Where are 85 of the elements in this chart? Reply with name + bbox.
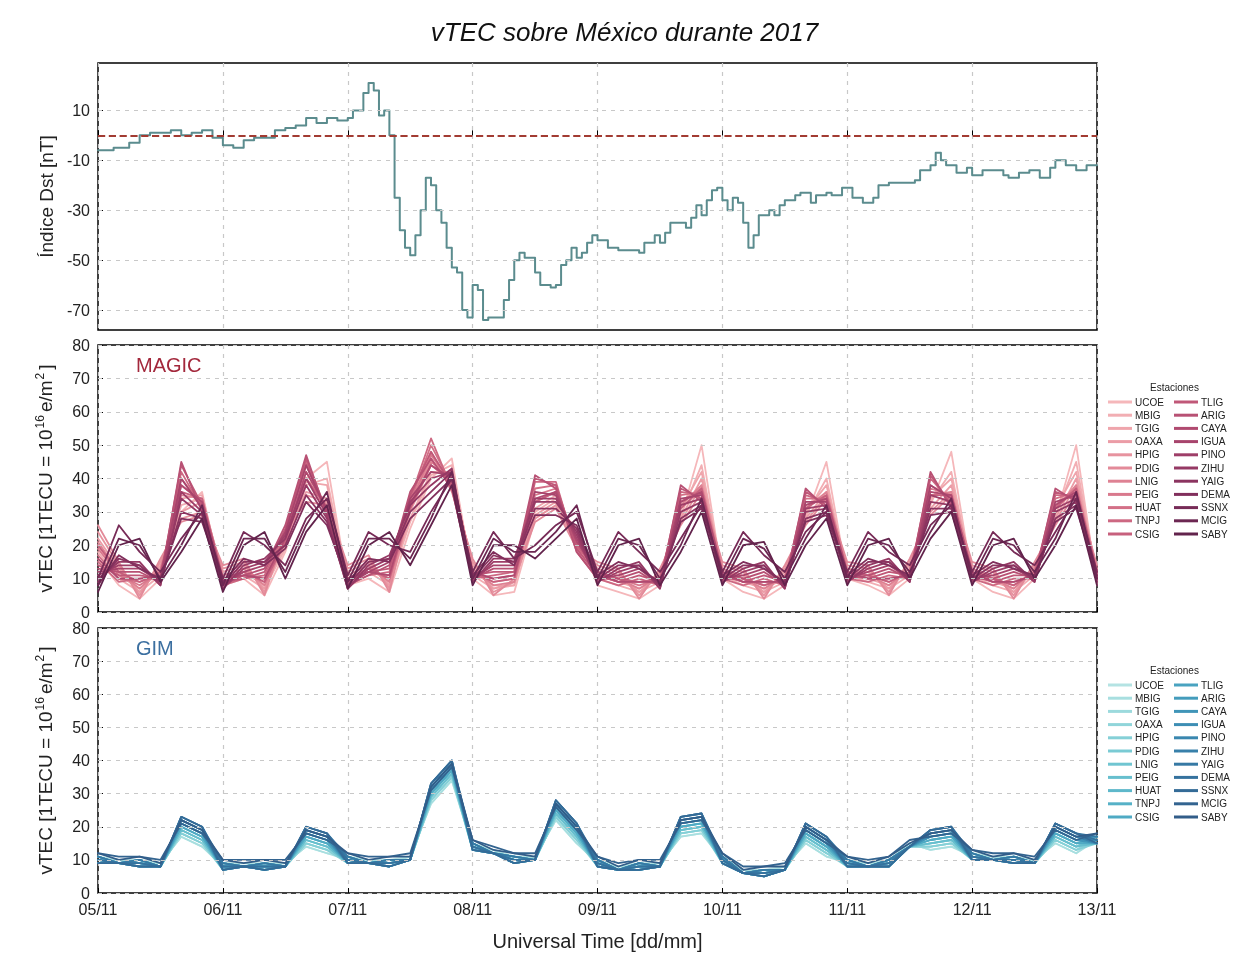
legend-label: CAYA (1201, 705, 1228, 717)
y-tick-label: 20 (72, 536, 91, 554)
legend-label: CSIG (1135, 528, 1160, 540)
legend-label: YAIG (1201, 758, 1225, 770)
x-tick-label: 09/11 (578, 900, 618, 918)
legend-label: SSNX (1201, 785, 1229, 797)
legend-label: OAXA (1135, 436, 1164, 448)
y-tick-label: 80 (72, 619, 91, 637)
legend-label: IGUA (1201, 436, 1226, 448)
legend-label: TLIG (1201, 396, 1224, 408)
y-tick-label: 50 (72, 718, 91, 736)
legend-label: UCOE (1135, 396, 1165, 408)
legend-label: PDIG (1135, 462, 1160, 474)
legend-label: TGIG (1135, 422, 1160, 434)
y-tick-label: 30 (72, 785, 91, 803)
legend-label: HPIG (1135, 449, 1160, 461)
y-tick-label: 40 (72, 470, 91, 487)
legend-title: Estaciones (1150, 381, 1199, 393)
legend-label: CSIG (1135, 811, 1160, 823)
legend-label: LNIG (1135, 758, 1159, 770)
legend-label: PEIG (1135, 771, 1160, 783)
legend-label: YAIG (1201, 475, 1225, 487)
x-tick-label: 12/11 (952, 900, 992, 918)
legend-label: HUAT (1135, 785, 1162, 797)
legend-label: UCOE (1135, 679, 1165, 691)
x-tick-label: 07/11 (328, 900, 368, 918)
legend-label: TLIG (1201, 679, 1224, 691)
x-tick-label: 05/11 (78, 900, 118, 918)
legend-label: MCIG (1201, 798, 1228, 810)
y-axis-title: vTEC [1TECU = 1016e/m2] (33, 646, 56, 875)
y-tick-label: 70 (72, 652, 91, 670)
y-tick-label: 30 (72, 503, 91, 521)
annotation: MAGIC (136, 354, 202, 376)
legend-label: CAYA (1201, 422, 1228, 434)
y-tick-label: 10 (72, 101, 91, 119)
legend-label: PINO (1201, 732, 1226, 744)
x-tick-label: 10/11 (702, 900, 742, 918)
y-tick-label: 60 (72, 403, 91, 421)
chart-title: vTEC sobre México durante 2017 (430, 17, 820, 47)
y-tick-label: 40 (72, 752, 91, 769)
y-tick-label: -70 (66, 301, 91, 319)
y-axis-title: vTEC [1TECU = 1016e/m2] (33, 364, 56, 593)
legend-label: PINO (1201, 449, 1226, 461)
legend-label: IGUA (1201, 719, 1226, 731)
legend-label: ZIHU (1201, 462, 1225, 474)
y-tick-label: 10 (72, 570, 91, 588)
y-tick-label: 0 (81, 603, 91, 621)
legend-label: MCIG (1201, 515, 1228, 527)
legend-label: MBIG (1135, 692, 1161, 704)
legend-label: PEIG (1135, 488, 1160, 500)
y-tick-label: -50 (66, 251, 91, 269)
legend-label: TGIG (1135, 705, 1160, 717)
legend-label: SABY (1201, 528, 1229, 540)
y-tick-label: 0 (81, 884, 91, 902)
annotation: GIM (136, 637, 174, 659)
legend-label: HUAT (1135, 502, 1162, 514)
legend-label: DEMA (1201, 771, 1231, 783)
legend-label: ARIG (1201, 692, 1226, 704)
y-tick-label: 60 (72, 685, 91, 703)
y-axis-title: Índice Dst [nT] (35, 135, 57, 258)
y-tick-label: 70 (72, 369, 91, 387)
legend-label: MBIG (1135, 409, 1161, 421)
y-tick-label: 50 (72, 436, 91, 454)
legend-label: DEMA (1201, 488, 1231, 500)
y-tick-label: -10 (66, 151, 91, 169)
legend-label: OAXA (1135, 719, 1164, 731)
legend-label: HPIG (1135, 732, 1160, 744)
legend-label: ARIG (1201, 409, 1226, 421)
legend-label: SABY (1201, 811, 1229, 823)
legend-label: TNPJ (1135, 515, 1160, 527)
x-tick-label: 13/11 (1077, 900, 1117, 918)
legend-label: PDIG (1135, 745, 1160, 757)
y-tick-label: 10 (72, 851, 91, 869)
x-tick-label: 11/11 (828, 900, 867, 918)
y-tick-label: -30 (66, 201, 91, 219)
x-axis-title: Universal Time [dd/mm] (492, 930, 703, 952)
y-tick-label: 20 (72, 818, 91, 836)
x-tick-label: 08/11 (453, 900, 493, 918)
legend-label: SSNX (1201, 502, 1229, 514)
legend-title: Estaciones (1150, 664, 1199, 676)
legend-label: ZIHU (1201, 745, 1225, 757)
y-tick-label: 80 (72, 336, 91, 354)
x-tick-label: 06/11 (203, 900, 243, 918)
legend-label: TNPJ (1135, 798, 1160, 810)
legend-label: LNIG (1135, 475, 1159, 487)
